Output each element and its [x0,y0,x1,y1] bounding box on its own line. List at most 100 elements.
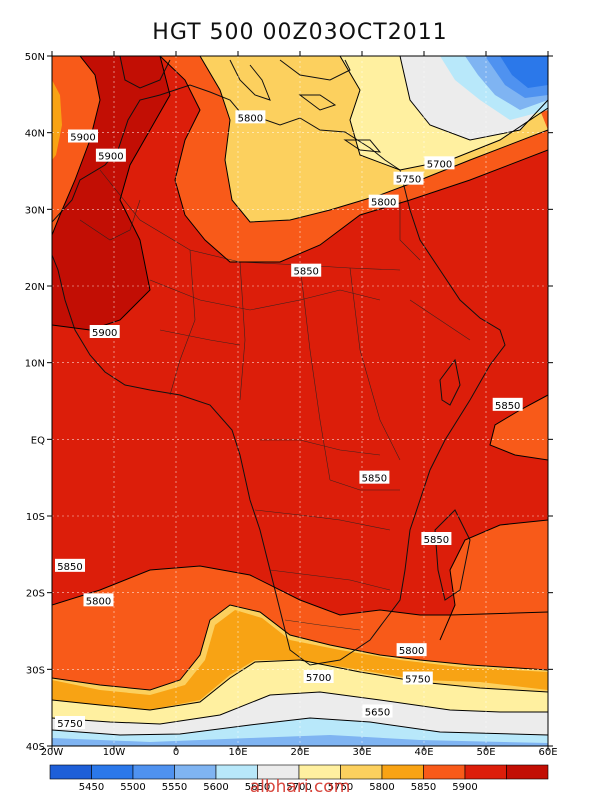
contour-label-box [235,110,266,124]
contour-label-text: 5800 [86,596,111,607]
contour-label-text: 5650 [365,708,390,719]
contour-label-text: 5850 [362,474,387,485]
contour-label-box [68,129,98,143]
band-5850-atlantic-north [52,56,100,235]
contour-label-box [402,671,433,685]
lon-label: 10E [228,747,247,758]
contour-label: 5900 [68,129,98,144]
band-5800-atlantic-north [52,80,62,160]
colorbar-label: 5450 [79,782,104,793]
lat-label: 30N [25,205,45,216]
lon-label: 30E [352,747,371,758]
contour-label: 5800 [235,110,266,124]
contour-label-text: 5800 [238,113,263,124]
contour-label: 5850 [55,558,85,573]
lon-label: 0 [173,747,179,758]
lon-label: 40E [414,747,433,758]
contour-labels: 5900590058005700575058005850590058505850… [55,110,523,730]
contour-label-box [55,558,85,572]
contour-label-box [303,670,334,683]
colorbar-label: 5750 [328,782,353,793]
colorbar-label: 5550 [162,782,187,793]
lat-label: 30S [26,665,45,676]
contour-label-text: 5700 [306,673,331,684]
band-5800-5850-indian-ocean [490,395,548,460]
contour-label-box [492,397,523,411]
contour-label-text: 5900 [92,328,117,339]
band-5550-5600-south [52,735,548,746]
lat-label: 10N [25,359,45,370]
contour-label-text: 5850 [424,535,449,546]
contour-label-box [83,593,114,607]
contour-label-box [359,470,390,484]
colorbar-label: 5900 [452,782,477,793]
colorbar-label: 5600 [203,782,228,793]
contour-label-text: 5700 [427,159,452,170]
contour-label-text: 5850 [57,562,82,573]
lat-label: 40S [26,742,45,753]
contour-label: 5900 [89,325,120,339]
lat-label: EQ [31,435,45,446]
contour-label-text: 5750 [396,175,421,186]
contour-label: 5900 [95,148,126,163]
contour-label-box [368,194,399,208]
lat-label: 50N [25,52,45,63]
colorbar-label: 5850 [411,782,436,793]
contour-label-box [55,716,85,729]
contour-label: 5750 [55,716,85,730]
lat-label: 10S [26,512,45,523]
contour-label: 5750 [402,671,433,686]
contour-label: 5850 [291,263,322,278]
contour-label: 5850 [359,470,390,485]
contour-label-box [396,643,427,657]
contour-label-box [393,171,424,185]
contour-label-text: 5900 [98,152,123,163]
contour-label: 5750 [393,171,424,186]
contour-label: 5700 [303,670,334,684]
contour-lines [52,56,548,736]
contour-label-box [95,148,126,162]
band-5800-5850-east-coast [440,520,548,640]
colorbar: 5450 5500 5550 5600 5650 5700 5750 5800 5850 5900 [49,764,549,793]
colorbar-label: 5700 [286,782,311,793]
map-title: HGT 500 00Z03OCT2011 [152,20,448,45]
contour-label-box [291,263,322,277]
lon-label: 10W [103,747,126,758]
contour-label-text: 5850 [495,401,520,412]
contour-label: 5700 [424,156,455,170]
contour-label-text: 5850 [293,267,318,278]
contour-label: 5800 [368,194,399,209]
contour-label-text: 5800 [371,198,396,209]
contour-label: 5800 [396,643,427,657]
lon-label: 20W [41,747,64,758]
contour-label-box [421,532,452,545]
contour-label: 5650 [362,704,393,719]
contour-label-box [362,704,393,718]
lat-label: 20S [26,589,45,600]
filled-contours [52,56,548,746]
contour-label-text: 5750 [57,719,82,730]
contour-label-text: 5800 [399,646,424,657]
contour-label: 5850 [421,532,452,546]
contour-label: 5850 [492,397,523,412]
lat-label: 40N [25,129,45,140]
coastlines [52,56,506,666]
contour-label: 5800 [83,593,114,607]
colorbar-swatch [506,764,549,780]
colorbar-label: 5650 [245,782,270,793]
band-5450-5500-north [500,56,548,88]
grid-lines [52,56,548,746]
lon-label: 60E [538,747,557,758]
lon-label: 50E [476,747,495,758]
lon-label: 20E [290,747,309,758]
contour-label-text: 5900 [70,133,95,144]
colorbar-label: 5500 [120,782,145,793]
contour-label-box [89,325,120,338]
axis-ticks [47,51,553,751]
lat-label: 20N [25,282,45,293]
colorbar-label: 5800 [369,782,394,793]
watermark: albhari.com [249,777,351,797]
